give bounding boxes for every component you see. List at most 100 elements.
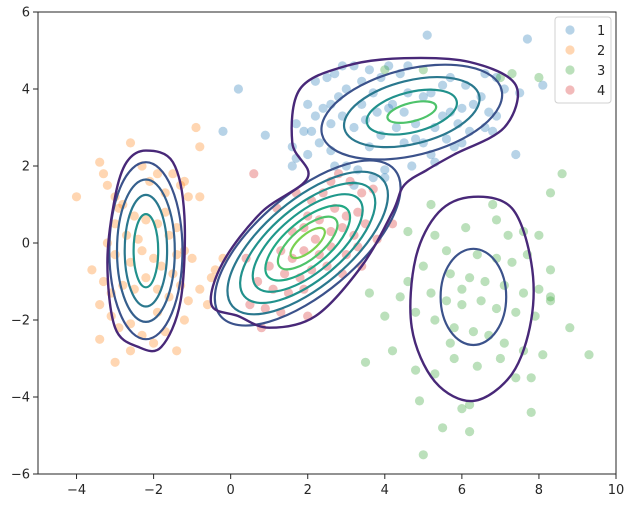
point-series-2-44: [195, 284, 205, 294]
y-tick-label: 4: [22, 83, 30, 98]
point-series-2-62: [133, 234, 143, 244]
point-series-3-12: [491, 215, 502, 225]
point-series-3-60: [465, 427, 475, 437]
point-series-2-19: [141, 215, 151, 225]
contour-1-level-2: [264, 204, 352, 282]
point-series-1-62: [307, 126, 317, 136]
y-tick-label: −4: [11, 391, 30, 406]
point-series-3-39: [411, 307, 421, 317]
point-series-3-54: [526, 373, 536, 383]
point-series-3-13: [503, 230, 513, 240]
point-series-2-13: [183, 192, 193, 202]
point-series-3-53: [511, 373, 521, 383]
point-series-3-41: [449, 323, 459, 333]
point-series-4-25: [280, 269, 290, 279]
point-series-1-39: [387, 99, 398, 109]
point-series-4-13: [326, 226, 336, 237]
point-series-3-24: [465, 273, 475, 283]
point-series-2-43: [183, 296, 193, 306]
density-contours: [106, 56, 535, 403]
point-series-1-12: [468, 99, 478, 109]
point-series-3-50: [449, 353, 459, 364]
point-series-2-9: [168, 169, 178, 179]
point-series-1-31: [380, 165, 390, 175]
point-series-1-4: [491, 72, 502, 83]
point-series-3-29: [403, 276, 413, 287]
contour-1-level-3: [251, 193, 364, 293]
point-series-4-46: [368, 184, 378, 194]
point-series-1-64: [303, 149, 313, 160]
legend-label-4: 4: [597, 84, 605, 99]
point-series-3-28: [534, 284, 544, 294]
outer-contour-1: [106, 149, 187, 353]
point-series-1-53: [322, 72, 332, 83]
point-series-1-38: [399, 107, 409, 117]
point-series-4-5: [357, 188, 367, 198]
point-series-3-56: [465, 400, 475, 410]
point-series-2-18: [129, 211, 139, 221]
point-series-3-0: [380, 65, 390, 75]
point-series-3-25: [480, 276, 490, 287]
point-series-3-35: [511, 307, 521, 317]
point-series-1-76: [218, 126, 228, 136]
point-series-1-66: [291, 119, 301, 129]
outer-contour-0: [209, 56, 520, 329]
x-tick-label: 8: [535, 483, 543, 498]
point-series-2-50: [125, 319, 136, 329]
x-tick-label: 4: [381, 483, 389, 498]
point-series-3-46: [538, 350, 548, 360]
point-series-2-47: [95, 300, 105, 310]
point-series-3-16: [441, 246, 452, 256]
legend-box: [554, 16, 612, 104]
contour-2-level-3: [108, 161, 184, 341]
point-series-1-47: [384, 61, 394, 71]
point-series-3-19: [507, 257, 517, 267]
point-series-3-15: [534, 230, 544, 240]
legend-marker-3: [565, 65, 575, 75]
point-series-3-21: [545, 265, 556, 275]
point-series-2-58: [125, 346, 136, 356]
legend-label-2: 2: [597, 44, 605, 59]
point-series-2-4: [98, 169, 109, 179]
point-series-2-26: [110, 250, 120, 260]
point-series-1-49: [364, 65, 374, 75]
point-series-3-59: [438, 423, 448, 433]
point-series-1-61: [326, 119, 336, 129]
point-series-2-39: [141, 273, 151, 283]
point-series-3-6: [545, 188, 556, 198]
point-series-3-37: [545, 296, 556, 306]
point-series-3-52: [495, 353, 505, 364]
point-series-3-42: [468, 327, 478, 337]
point-series-3-47: [387, 346, 398, 356]
point-series-1-54: [341, 84, 351, 94]
point-series-3-32: [457, 300, 467, 310]
point-series-1-75: [233, 84, 243, 94]
point-series-2-30: [156, 261, 166, 271]
point-series-2-16: [195, 192, 205, 202]
point-series-3-7: [426, 199, 436, 210]
point-series-2-35: [98, 276, 109, 287]
point-series-2-34: [87, 265, 97, 275]
point-series-1-59: [303, 99, 313, 109]
legend-marker-1: [565, 25, 575, 35]
point-series-1-79: [411, 134, 421, 144]
point-series-3-57: [457, 404, 467, 414]
point-series-2-27: [125, 257, 136, 267]
point-series-1-57: [318, 103, 328, 113]
axis-ticks: −4 −2 0 2 4 6 8 10 −6 −4 −2 0 2 4 6: [11, 6, 624, 499]
point-series-1-36: [391, 122, 401, 133]
point-series-3-34: [491, 303, 502, 314]
contour-0-level-3: [320, 63, 504, 161]
point-series-3-23: [445, 269, 455, 279]
point-series-1-58: [310, 111, 320, 121]
x-tick-label: −2: [144, 483, 163, 498]
contour-1-level-5: [226, 170, 390, 316]
point-series-2-54: [172, 346, 182, 356]
point-series-3-17: [472, 250, 482, 260]
point-series-2-14: [191, 122, 201, 133]
contour-1-level-0: [289, 226, 326, 260]
y-tick-label: 6: [22, 6, 30, 21]
point-series-2-0: [71, 192, 82, 202]
point-series-1-2: [538, 80, 548, 90]
contour-2-level-2: [115, 178, 176, 323]
